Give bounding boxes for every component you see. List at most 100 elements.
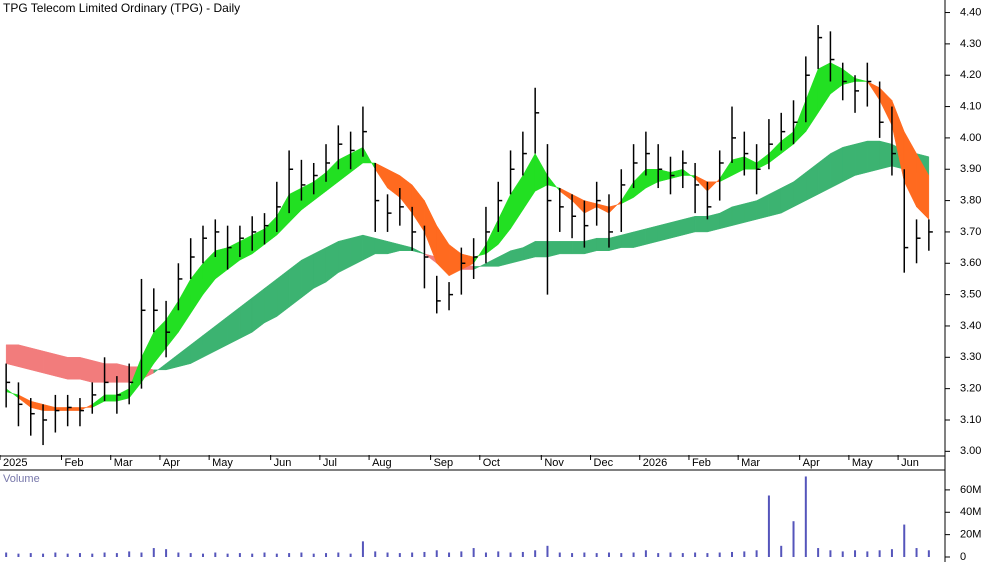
- volume-bar: [66, 553, 69, 557]
- y-tick-label: 4.10: [960, 100, 981, 112]
- volume-bar: [657, 553, 660, 557]
- ma-band: [30, 347, 44, 374]
- volume-bar: [423, 551, 426, 557]
- y-tick-label: 3.40: [960, 320, 981, 332]
- volume-tick-label: 0: [960, 551, 966, 562]
- x-tick-label: Sep: [434, 457, 454, 469]
- y-tick-label: 4.40: [960, 6, 981, 18]
- volume-bar: [718, 552, 721, 557]
- ma-band: [116, 363, 130, 383]
- volume-bar: [780, 545, 783, 557]
- ma-band: [830, 146, 843, 189]
- y-tick-label: 3.10: [960, 414, 981, 426]
- volume-bar: [731, 551, 734, 557]
- volume-bar: [238, 553, 241, 557]
- ma-band: [879, 140, 893, 170]
- volume-bar: [694, 552, 697, 557]
- volume-bar: [275, 553, 278, 557]
- x-tick-label: Feb: [65, 457, 84, 469]
- x-tick-label: Oct: [483, 457, 500, 469]
- ma-band: [657, 222, 671, 242]
- volume-bar: [534, 550, 537, 557]
- ma-band: [916, 152, 930, 221]
- y-tick-label: 3.80: [960, 194, 981, 206]
- y-tick-label: 3.50: [960, 289, 981, 301]
- volume-bar: [903, 524, 906, 557]
- volume-bar: [17, 553, 20, 557]
- x-tick-label: Nov: [544, 457, 564, 469]
- volume-bar: [854, 550, 857, 557]
- volume-bar: [521, 551, 524, 557]
- volume-bar: [42, 553, 45, 557]
- x-tick-label: Apr: [163, 457, 180, 469]
- volume-bar: [300, 552, 303, 557]
- volume-bar: [54, 552, 57, 557]
- volume-bar: [878, 550, 881, 557]
- ma-band: [42, 350, 56, 377]
- volume-bar: [398, 553, 401, 557]
- axes: 3.00 3.10 3.20 3.30 3.40 3.50 3.60 3.70 3.80 3.90…: [0, 6, 981, 563]
- volume-bar: [915, 548, 918, 557]
- y-tick-label: 3.70: [960, 226, 981, 238]
- volume-bar: [841, 551, 844, 557]
- volume-bar: [927, 550, 930, 557]
- volume-bar: [620, 553, 623, 557]
- ma-band: [55, 353, 68, 380]
- volume-bar: [866, 551, 869, 557]
- volume-bar: [325, 553, 328, 557]
- price-bars: [5, 25, 933, 446]
- ma-band: [842, 143, 856, 183]
- volume-label: Volume: [3, 473, 40, 485]
- volume-bar: [91, 553, 94, 557]
- y-tick-label: 3.20: [960, 383, 981, 395]
- volume-bar: [201, 553, 204, 557]
- ma-band: [67, 357, 81, 380]
- volume-bar: [607, 552, 610, 557]
- x-tick-label: Feb: [692, 457, 711, 469]
- volume-bar: [681, 553, 684, 557]
- y-tick-label: 3.90: [960, 163, 981, 175]
- volume-bar: [669, 552, 672, 557]
- ma-band: [731, 203, 745, 226]
- volume-bar: [128, 551, 131, 557]
- volume-bar: [804, 476, 807, 557]
- volume-bar: [226, 553, 229, 557]
- x-tick-label: Mar: [741, 457, 760, 469]
- volume-bar: [546, 545, 549, 557]
- volume-bar: [288, 553, 291, 557]
- x-tick-label: 2026: [643, 457, 667, 469]
- ma-band: [596, 237, 610, 251]
- volume-bar: [435, 550, 438, 557]
- volume-bar: [829, 550, 832, 557]
- ma-band: [559, 241, 573, 255]
- y-tick-label: 4.20: [960, 69, 981, 81]
- y-tick-label: 3.60: [960, 257, 981, 269]
- volume-bar: [509, 552, 512, 557]
- volume-bar: [460, 551, 463, 557]
- x-tick-label: Jun: [901, 457, 919, 469]
- volume-bar: [571, 553, 574, 557]
- volume-bar: [78, 553, 81, 557]
- x-tick-label: Dec: [594, 457, 614, 469]
- x-tick-label: May: [212, 457, 233, 469]
- volume-bar: [890, 549, 893, 557]
- volume-bar: [743, 551, 746, 557]
- x-tick-label: Mar: [114, 457, 133, 469]
- volume-bar: [755, 550, 758, 557]
- volume-bar: [337, 552, 340, 557]
- volume-bar: [214, 552, 217, 557]
- y-tick-label: 3.30: [960, 351, 981, 363]
- volume-bar: [767, 495, 770, 557]
- volume-bar: [349, 553, 352, 557]
- volume-bar: [792, 521, 795, 557]
- ma-band: [867, 140, 880, 173]
- volume-bar: [115, 553, 118, 557]
- x-tick-label: Jun: [274, 457, 292, 469]
- volume-bar: [140, 552, 143, 557]
- volume-bar: [595, 553, 598, 557]
- volume-bar: [374, 551, 377, 557]
- volume-bar: [177, 552, 180, 557]
- x-tick-label: May: [852, 457, 873, 469]
